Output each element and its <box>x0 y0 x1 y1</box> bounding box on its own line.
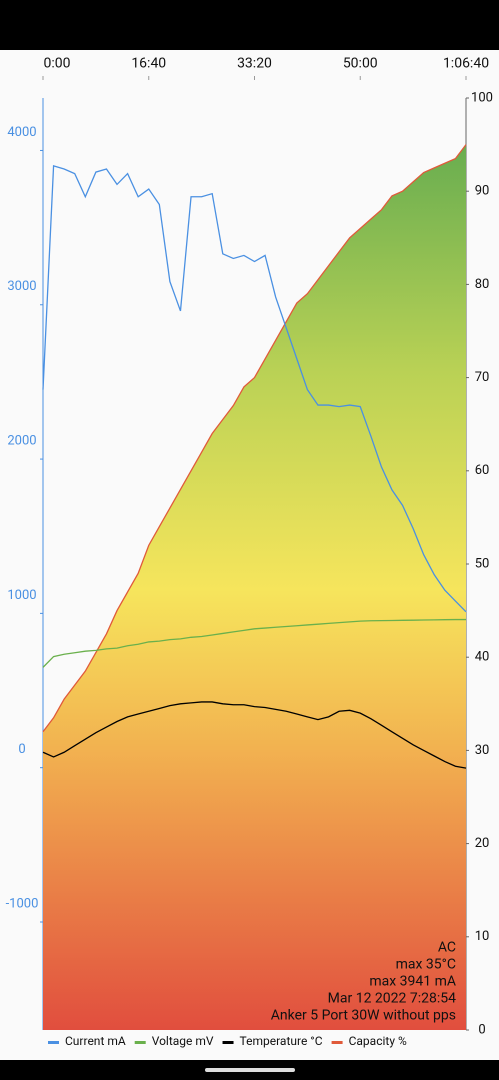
y2-tick-label: 20 <box>475 836 490 851</box>
y-tick-label: 3000 <box>7 279 36 294</box>
series-line <box>42 701 467 769</box>
y2-tick-label: 30 <box>475 743 490 758</box>
annotation: Anker 5 Port 30W without pps <box>271 1008 456 1024</box>
y-tick-label: 4000 <box>7 125 36 140</box>
legend-swatch <box>331 1041 343 1044</box>
series-line <box>42 144 467 733</box>
legend-label: Temperature °C <box>240 1034 323 1048</box>
y2-tick-label: 90 <box>475 184 490 199</box>
status-bar <box>0 0 499 50</box>
home-handle[interactable] <box>205 1068 295 1072</box>
y2-tick-label: 80 <box>475 277 490 292</box>
y2-tick-label: 0 <box>478 1022 485 1037</box>
y-tick-label: 0 <box>18 742 25 757</box>
legend-swatch <box>48 1041 59 1044</box>
x-tick-label: 0:00 <box>44 56 71 72</box>
legend-swatch <box>222 1041 234 1044</box>
x-tick-label: 33:20 <box>237 56 272 72</box>
legend-label: Current mA <box>65 1034 126 1048</box>
capacity-area <box>43 144 466 1031</box>
plot: 0:00 16:40 33:20 50:00 1:06:40-1000010002000… <box>6 56 493 1048</box>
annotation: Mar 12 2022 7:28:54 <box>328 991 456 1007</box>
series-line <box>42 165 467 613</box>
legend-label: Voltage mV <box>152 1034 214 1048</box>
legend-label: Capacity % <box>349 1034 407 1048</box>
y-tick-label: 1000 <box>7 588 36 603</box>
y2-tick-label: 100 <box>471 90 493 105</box>
x-tick-label: 1:06:40 <box>443 56 489 72</box>
x-tick-label: 50:00 <box>343 56 378 72</box>
y2-tick-label: 10 <box>475 929 490 944</box>
y2-tick-label: 70 <box>475 370 490 385</box>
y2-tick-label: 50 <box>475 556 490 571</box>
y2-tick-label: 60 <box>475 463 490 478</box>
y2-tick-label: 40 <box>475 650 490 665</box>
x-tick-label: 16:40 <box>131 56 166 72</box>
series-line <box>42 618 466 668</box>
annotation: max 3941 mA <box>369 974 456 990</box>
y-tick-label: -1000 <box>6 896 39 911</box>
annotation: max 35°C <box>396 957 456 973</box>
y-tick-label: 2000 <box>7 434 36 449</box>
legend-swatch <box>134 1041 146 1044</box>
annotation: AC <box>438 940 456 956</box>
